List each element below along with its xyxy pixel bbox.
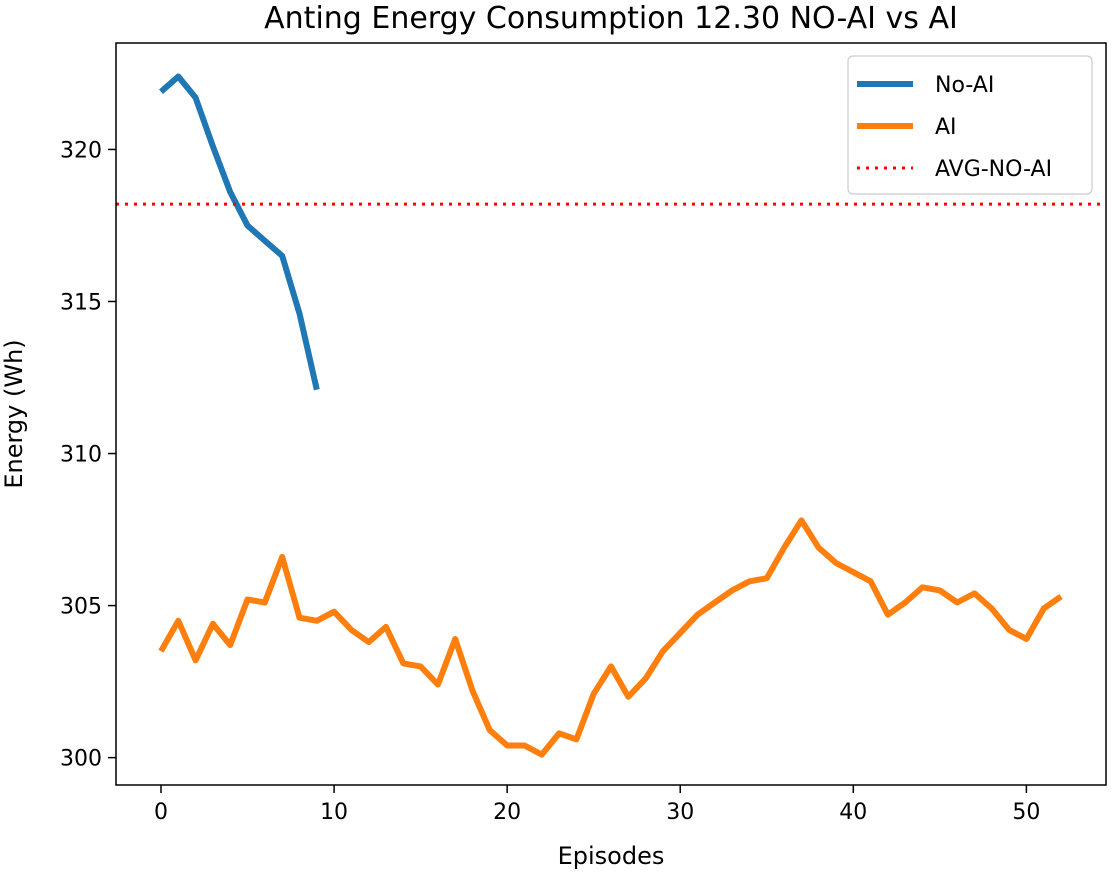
legend: No-AI AI AVG-NO-AI [847, 55, 1093, 195]
series-line-no-ai [159, 73, 320, 391]
y-tick-label: 300 [60, 747, 102, 772]
legend-box [847, 55, 1093, 195]
x-tick-label: 10 [320, 800, 348, 825]
y-tick-label: 315 [60, 290, 102, 315]
y-tick-label: 310 [60, 443, 102, 468]
legend-label-ai: AI [935, 115, 957, 140]
chart-title: Anting Energy Consumption 12.30 NO-AI vs… [264, 1, 958, 36]
y-axis-label: Energy (Wh) [0, 339, 28, 488]
x-tick-label: 40 [839, 800, 867, 825]
series-line-ai [158, 517, 1063, 758]
x-axis-label: Episodes [558, 842, 665, 870]
plot-lines [116, 73, 1106, 758]
y-tick-label: 305 [60, 595, 102, 620]
x-tick-label: 50 [1012, 800, 1040, 825]
legend-label-avg-no-ai: AVG-NO-AI [935, 157, 1052, 182]
y-tick-label: 320 [60, 138, 102, 163]
plot-frame [115, 42, 1107, 786]
x-tick-label: 20 [493, 800, 521, 825]
axis-ticks: 0 10 20 30 40 50 300 305 310 315 320 [60, 138, 1040, 825]
x-tick-label: 30 [666, 800, 694, 825]
legend-label-no-ai: No-AI [935, 73, 994, 98]
x-tick-label: 0 [154, 800, 168, 825]
